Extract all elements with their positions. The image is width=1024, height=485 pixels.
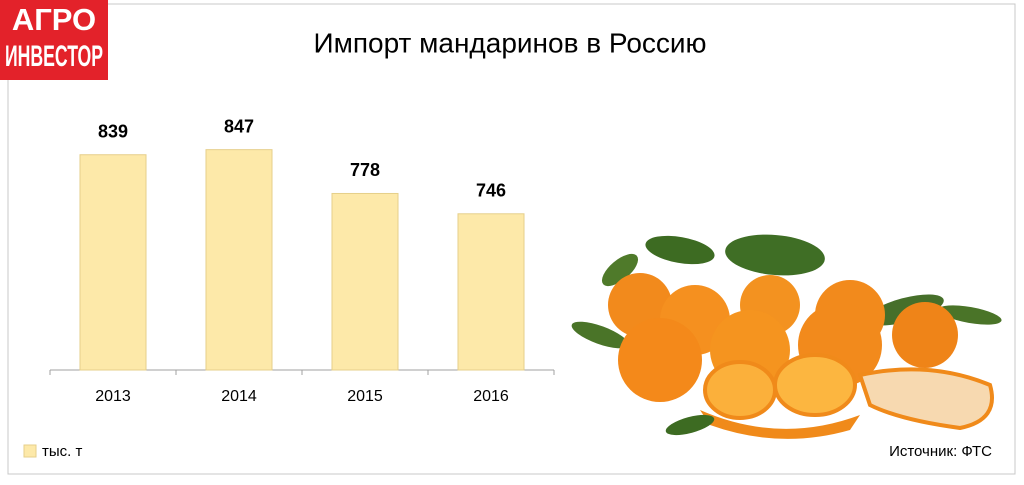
x-tick-label: 2016 (473, 388, 509, 405)
logo-text: ИНВЕСТОР (5, 40, 103, 73)
bar (79, 154, 147, 371)
legend-label: тыс. т (42, 443, 82, 460)
logo: АГРО ИНВЕСТОР (0, 0, 108, 80)
leaf (725, 234, 825, 276)
bar (205, 149, 273, 371)
value-label: 746 (476, 181, 506, 201)
leaf (645, 235, 715, 265)
mandarin-peel (700, 410, 860, 439)
mandarin (892, 302, 958, 368)
logo-background (0, 0, 108, 80)
logo-text: АГРО (12, 2, 96, 37)
leaf (665, 414, 715, 436)
value-label: 847 (224, 116, 254, 136)
mandarin-segments (773, 353, 857, 417)
bar (457, 213, 525, 371)
leaf (938, 305, 1002, 325)
value-label: 778 (350, 160, 380, 180)
x-tick-label: 2013 (95, 388, 131, 405)
mandarin-peel (857, 367, 994, 431)
mandarin-segments (703, 360, 777, 420)
leaf (571, 321, 629, 349)
legend-swatch (23, 444, 37, 458)
leaf (601, 253, 639, 287)
chart-title: Импорт мандаринов в Россию (313, 27, 706, 58)
x-tick-label: 2014 (221, 388, 257, 405)
x-tick-label: 2015 (347, 388, 383, 405)
mandarins-illustration (571, 234, 1002, 439)
value-label: 839 (98, 121, 128, 141)
bar (331, 192, 399, 371)
mandarin (618, 318, 702, 402)
source-note: Источник: ФТС (889, 443, 992, 460)
